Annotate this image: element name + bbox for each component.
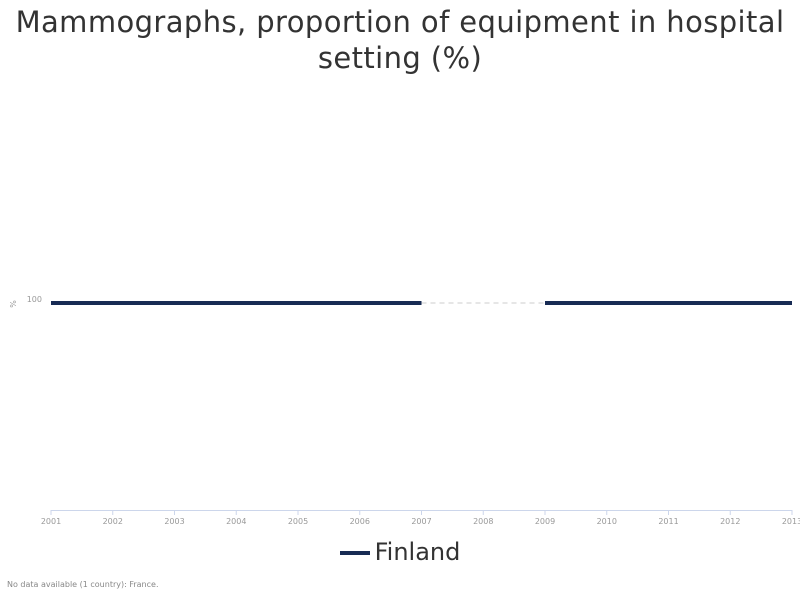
x-tick-label: 2011	[658, 517, 678, 526]
x-tick-label: 2003	[164, 517, 184, 526]
x-tick-label: 2006	[350, 517, 370, 526]
x-tick-label: 2009	[535, 517, 555, 526]
x-tick-label: 2012	[720, 517, 740, 526]
x-tick-label: 2007	[411, 517, 431, 526]
legend: Finland	[0, 538, 800, 566]
x-tick-label: 2004	[226, 517, 246, 526]
y-axis-ticks: 100	[27, 295, 42, 304]
footnote: No data available (1 country): France.	[7, 580, 159, 589]
legend-swatch-finland	[339, 551, 370, 555]
x-tick-label: 2002	[103, 517, 123, 526]
y-axis-label: %	[9, 300, 18, 308]
legend-label-finland[interactable]: Finland	[374, 538, 461, 566]
x-tick-label: 2001	[41, 517, 61, 526]
chart-title: Mammographs, proportion of equipment in …	[15, 5, 785, 75]
y-tick-label: 100	[27, 295, 42, 304]
x-tick-label: 2010	[597, 517, 617, 526]
x-tick-label: 2005	[288, 517, 308, 526]
x-tick-label: 2013	[782, 517, 800, 526]
x-axis-ticks: 2001 2002 2003 2004 2005 2006 2007 2008 2009 2010…	[41, 510, 800, 526]
x-tick-label: 2008	[473, 517, 493, 526]
